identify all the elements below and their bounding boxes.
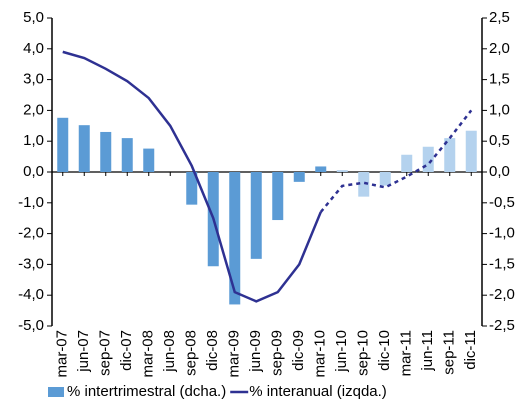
y-tick-label: -2,0 xyxy=(18,225,44,242)
x-tick-label: sep-10 xyxy=(355,330,372,376)
x-tick-label: dic-11 xyxy=(462,330,479,370)
y-tick-label: 5,0 xyxy=(23,9,44,26)
legend-label: % intertrimestral (dcha.) xyxy=(67,383,226,400)
x-tick-label: sep-07 xyxy=(97,330,114,376)
y2-tick-label: 1,0 xyxy=(489,101,510,118)
y-tick-label: 4,0 xyxy=(23,40,44,57)
y2-tick-label: -1,5 xyxy=(489,255,515,272)
y2-tick-label: 0,0 xyxy=(489,163,510,180)
x-tick-label: sep-09 xyxy=(269,330,286,376)
x-tick-label: mar-08 xyxy=(140,330,157,378)
bar xyxy=(379,172,391,186)
y-tick-label: 2,0 xyxy=(23,101,44,118)
x-tick-label: mar-07 xyxy=(54,330,71,378)
y2-tick-label: -2,0 xyxy=(489,286,515,303)
y2-tick-label: 0,5 xyxy=(489,132,510,149)
y-tick-label: 3,0 xyxy=(23,71,44,88)
y-tick-label: -4,0 xyxy=(18,286,44,303)
y2-tick-label: 1,5 xyxy=(489,71,510,88)
x-tick-label: dic-10 xyxy=(376,330,393,371)
bar xyxy=(422,146,434,172)
legend-swatch xyxy=(48,387,64,397)
bar xyxy=(336,170,348,172)
x-tick-label: dic-07 xyxy=(118,330,135,371)
bar xyxy=(78,125,90,172)
x-tick-label: dic-09 xyxy=(290,330,307,371)
y2-tick-label: -0,5 xyxy=(489,194,515,211)
bar xyxy=(358,172,370,197)
x-tick-label: jun-09 xyxy=(247,330,264,373)
x-tick-label: jun-08 xyxy=(161,330,178,373)
bar xyxy=(293,172,305,182)
x-tick-label: jun-10 xyxy=(333,330,350,373)
y-tick-label: -1,0 xyxy=(18,194,44,211)
y-tick-label: -3,0 xyxy=(18,255,44,272)
bar xyxy=(250,172,262,259)
y2-tick-label: 2,5 xyxy=(489,9,510,26)
legend-label: % interanual (izqda.) xyxy=(249,383,387,400)
x-tick-label: mar-09 xyxy=(226,330,243,378)
x-tick-label: mar-10 xyxy=(312,330,329,378)
x-tick-label: sep-08 xyxy=(183,330,200,376)
bar xyxy=(315,166,327,172)
y-tick-label: 1,0 xyxy=(23,132,44,149)
bar xyxy=(57,117,69,172)
y-tick-label: -5,0 xyxy=(18,317,44,334)
y2-tick-label: 2,0 xyxy=(489,40,510,57)
line xyxy=(62,50,322,303)
y2-tick-label: -1,0 xyxy=(489,225,515,242)
y2-tick-label: -2,5 xyxy=(489,317,515,334)
line xyxy=(319,109,473,213)
x-tick-label: dic-08 xyxy=(204,330,221,371)
x-tick-label: jun-07 xyxy=(75,330,92,373)
bar xyxy=(143,148,155,172)
bar xyxy=(100,131,112,172)
bar xyxy=(272,172,284,221)
y-tick-label: 0,0 xyxy=(23,163,44,180)
bar xyxy=(186,172,198,205)
x-tick-label: sep-11 xyxy=(441,330,458,375)
bar xyxy=(444,138,456,172)
bar xyxy=(465,130,477,172)
x-tick-label: mar-11 xyxy=(398,330,415,376)
bar xyxy=(121,138,133,172)
bar xyxy=(229,172,241,305)
bar xyxy=(401,154,413,172)
x-tick-label: jun-11 xyxy=(419,330,436,372)
